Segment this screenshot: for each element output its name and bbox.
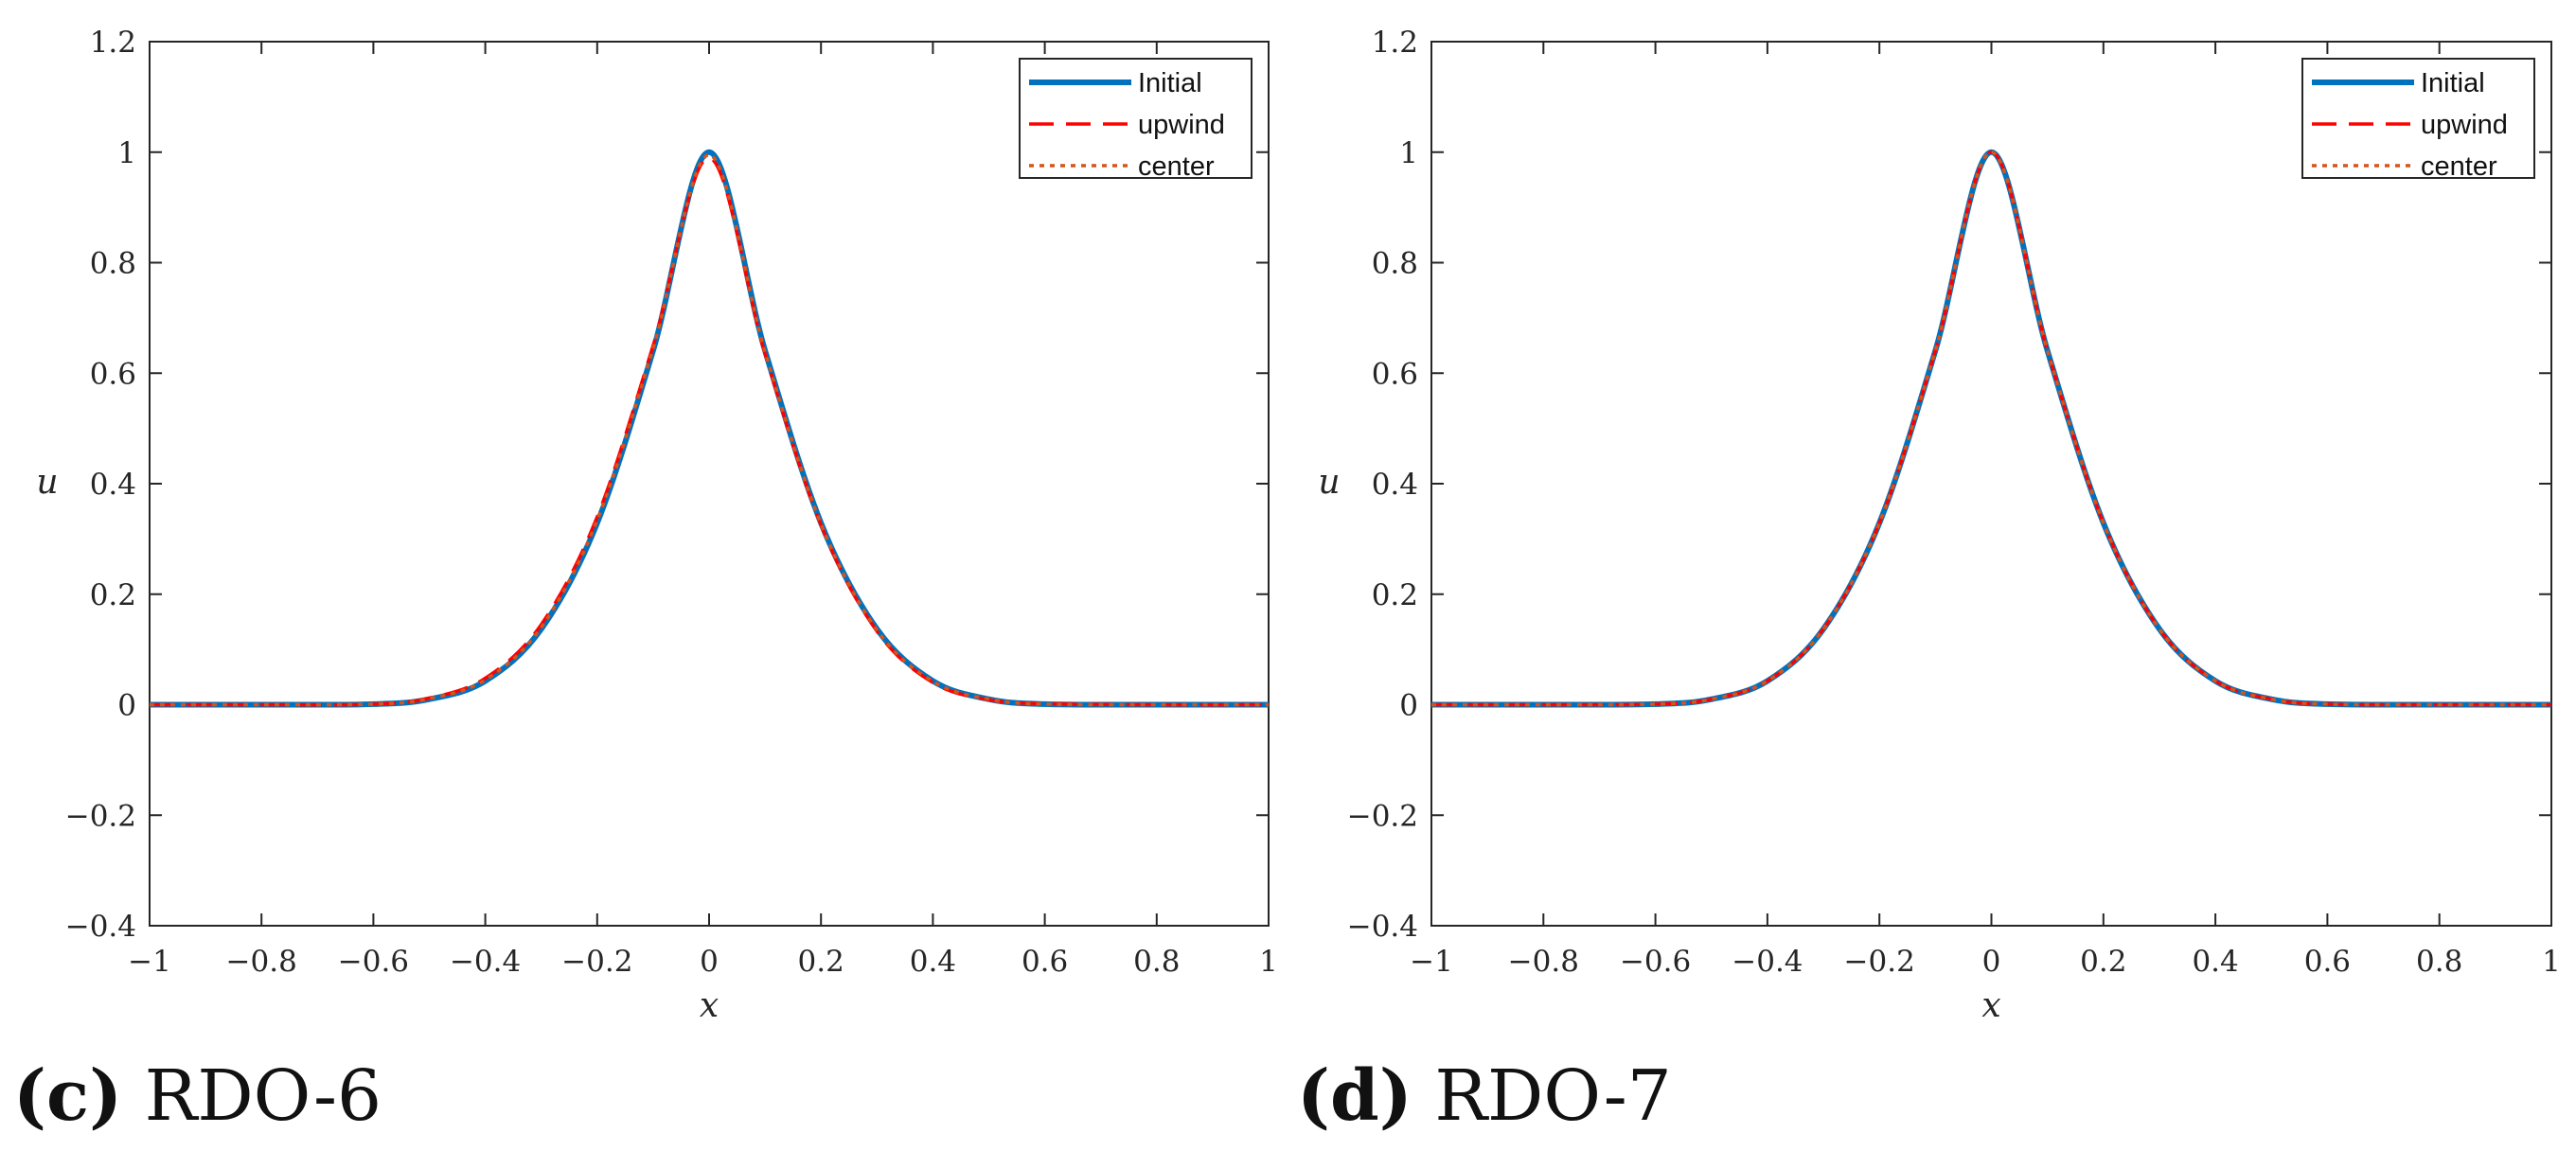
y-tick-label: −0.2 bbox=[1347, 799, 1418, 833]
x-tick-label: −1 bbox=[128, 945, 171, 979]
legend-box bbox=[2301, 58, 2535, 179]
y-tick-label: −0.4 bbox=[65, 910, 136, 944]
x-tick-label: 0 bbox=[700, 945, 719, 979]
plot-area bbox=[149, 41, 1270, 927]
x-tick-label: 0.8 bbox=[2416, 945, 2462, 979]
caption-d: (d) RDO-7 bbox=[1297, 1055, 1672, 1137]
plot-area bbox=[1430, 41, 2552, 927]
legend-box bbox=[1019, 58, 1252, 179]
y-axis-label: u bbox=[36, 463, 58, 502]
y-tick-label: 0.4 bbox=[90, 468, 136, 502]
y-tick-label: 0.2 bbox=[90, 578, 136, 612]
chart-0: −1 −0.8 −0.6 −0.4 −0.2 0 0.2 0.4 0.6 0.8 1 −0.4 −0.2… bbox=[36, 26, 1277, 1025]
y-tick-label: 0.8 bbox=[1372, 247, 1418, 281]
chart-1: −1 −0.8 −0.6 −0.4 −0.2 0 0.2 0.4 0.6 0.8 1 −0.4 −0.2… bbox=[1318, 26, 2560, 1025]
legend: Initial upwind center bbox=[1019, 58, 1252, 182]
y-tick-label: 0 bbox=[1399, 689, 1418, 723]
x-tick-label: 0.4 bbox=[2192, 945, 2238, 979]
y-tick-label: 1.2 bbox=[1372, 26, 1418, 60]
y-tick-label: 0 bbox=[117, 689, 136, 723]
caption-d-letter: (d) bbox=[1297, 1055, 1412, 1137]
x-tick-label: 1 bbox=[2542, 945, 2561, 979]
series-line-center bbox=[1431, 151, 2551, 707]
x-tick-label: −0.6 bbox=[1620, 945, 1691, 979]
legend: Initial upwind center bbox=[2301, 58, 2535, 182]
legend-label-center: center bbox=[1138, 151, 1215, 182]
y-axis-label: u bbox=[1318, 463, 1340, 502]
caption-c: (c) RDO-6 bbox=[13, 1055, 382, 1137]
legend-label-upwind: upwind bbox=[2421, 110, 2508, 140]
x-tick-label: −0.2 bbox=[561, 945, 632, 979]
x-tick-label: −0.4 bbox=[450, 945, 521, 979]
x-tick-label: 0.6 bbox=[2304, 945, 2351, 979]
legend-label-Initial: Initial bbox=[2421, 68, 2485, 98]
x-tick-label: 0.2 bbox=[798, 945, 844, 979]
x-tick-label: −0.8 bbox=[1508, 945, 1579, 979]
y-tick-label: 1 bbox=[117, 136, 136, 170]
x-tick-label: −0.8 bbox=[226, 945, 297, 979]
y-tick-label: −0.2 bbox=[65, 799, 136, 833]
legend-label-Initial: Initial bbox=[1138, 68, 1202, 98]
caption-c-text: RDO-6 bbox=[144, 1055, 382, 1137]
legend-label-upwind: upwind bbox=[1138, 110, 1225, 140]
y-tick-label: 0.6 bbox=[90, 357, 136, 391]
x-tick-label: 0.8 bbox=[1133, 945, 1180, 979]
y-tick-label: 0.2 bbox=[1372, 578, 1418, 612]
x-tick-label: −1 bbox=[1410, 945, 1453, 979]
x-axis-label: x bbox=[1981, 986, 2000, 1025]
y-tick-label: 0.8 bbox=[90, 247, 136, 281]
y-tick-label: −0.4 bbox=[1347, 910, 1418, 944]
x-tick-label: 0.2 bbox=[2080, 945, 2126, 979]
caption-c-letter: (c) bbox=[13, 1055, 123, 1137]
x-tick-label: −0.2 bbox=[1844, 945, 1915, 979]
x-tick-label: 0.4 bbox=[910, 945, 956, 979]
x-tick-label: 0 bbox=[1982, 945, 2001, 979]
y-tick-label: 0.4 bbox=[1372, 468, 1418, 502]
x-tick-label: −0.6 bbox=[338, 945, 409, 979]
x-axis-label: x bbox=[700, 986, 719, 1025]
y-tick-label: 1 bbox=[1399, 136, 1418, 170]
x-tick-label: 1 bbox=[1259, 945, 1278, 979]
legend-label-center: center bbox=[2421, 151, 2497, 182]
y-tick-label: 1.2 bbox=[90, 26, 136, 60]
x-tick-label: −0.4 bbox=[1732, 945, 1803, 979]
x-tick-label: 0.6 bbox=[1022, 945, 1068, 979]
series-line-center bbox=[150, 152, 1269, 707]
caption-d-text: RDO-7 bbox=[1434, 1055, 1672, 1137]
y-tick-label: 0.6 bbox=[1372, 357, 1418, 391]
